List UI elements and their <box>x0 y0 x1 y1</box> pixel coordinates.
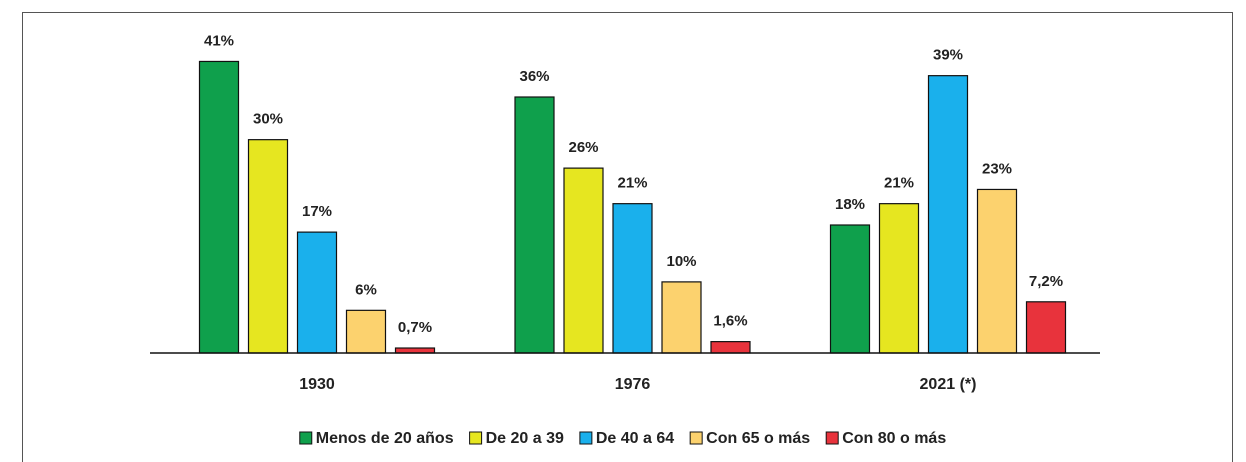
bar <box>878 203 920 354</box>
bar <box>661 281 702 354</box>
data-label: 1,6% <box>713 313 747 330</box>
legend-label: De 40 a 64 <box>596 430 674 447</box>
data-label: 41% <box>204 32 234 49</box>
legend-label: Con 65 o más <box>706 430 810 447</box>
legend-swatch <box>469 431 483 445</box>
bar <box>345 309 387 354</box>
bar <box>976 188 1018 354</box>
data-label: 6% <box>355 281 377 298</box>
bar <box>247 139 289 354</box>
x-tick-label: 1976 <box>615 376 651 393</box>
legend-swatch <box>825 431 839 445</box>
legend-swatch <box>689 431 703 445</box>
data-label: 39% <box>933 47 963 64</box>
bar <box>612 203 653 354</box>
bar <box>927 75 969 354</box>
data-label: 21% <box>884 175 914 192</box>
bar <box>198 60 240 354</box>
data-label: 21% <box>617 175 647 192</box>
legend-label: Con 80 o más <box>842 430 946 447</box>
data-label: 18% <box>835 196 865 213</box>
bar <box>296 231 338 354</box>
frame <box>22 12 1233 462</box>
data-label: 10% <box>666 253 696 270</box>
legend-label: Menos de 20 años <box>316 430 454 447</box>
x-tick-label: 2021 (*) <box>920 376 977 393</box>
data-label: 0,7% <box>398 319 432 336</box>
data-label: 23% <box>982 160 1012 177</box>
bar <box>1025 301 1067 354</box>
bar <box>829 224 871 354</box>
data-label: 26% <box>568 139 598 156</box>
legend-swatch <box>299 431 313 445</box>
bar <box>710 341 751 354</box>
data-label: 7,2% <box>1029 273 1063 290</box>
legend-label: De 20 a 39 <box>486 430 564 447</box>
data-label: 30% <box>253 111 283 128</box>
bar <box>563 167 604 354</box>
x-tick-label: 1930 <box>299 376 335 393</box>
bar <box>514 96 555 354</box>
legend-swatch <box>579 431 593 445</box>
data-label: 36% <box>519 68 549 85</box>
data-label: 17% <box>302 203 332 220</box>
